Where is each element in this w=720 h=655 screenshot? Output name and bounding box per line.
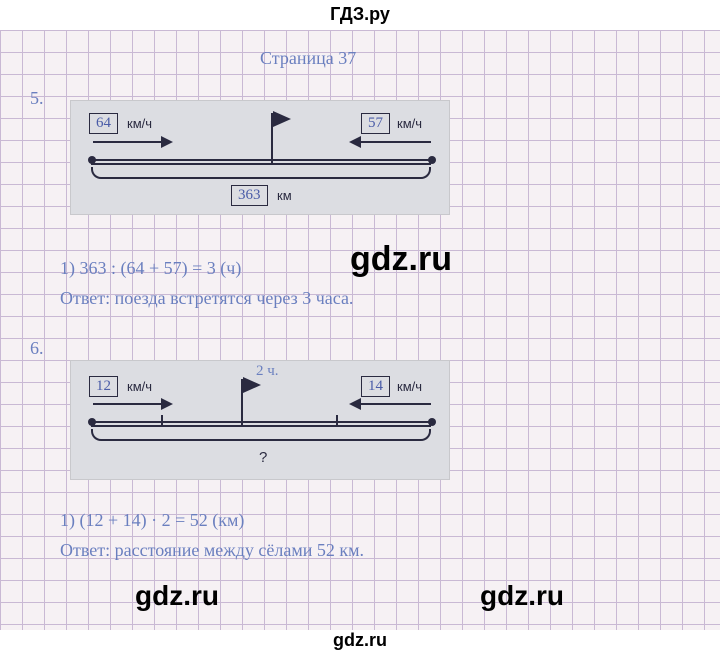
p6-left-arrow-line [93, 403, 163, 405]
p6-left-box: 12 [89, 376, 118, 397]
p6-dot-r [428, 418, 436, 426]
p5-left-arrow-head [161, 136, 173, 148]
watermark-3: gdz.ru [480, 580, 564, 612]
p5-left-unit: км/ч [127, 116, 152, 131]
p6-number: 6. [30, 338, 44, 359]
site-footer: gdz.ru [0, 630, 720, 651]
p6-right-arrow-head [349, 398, 361, 410]
p5-calc: 1) 363 : (64 + 57) = 3 (ч) [60, 258, 241, 279]
p5-number: 5. [30, 88, 44, 109]
p6-brace [91, 429, 431, 441]
p6-line2 [91, 425, 431, 427]
p5-left-box: 64 [89, 113, 118, 134]
p6-calc: 1) (12 + 14) · 2 = 52 (км) [60, 510, 244, 531]
p5-dot-r [428, 156, 436, 164]
p5-dot-l [88, 156, 96, 164]
p5-right-unit: км/ч [397, 116, 422, 131]
p6-dot-l [88, 418, 96, 426]
p5-diagram: 64 км/ч 57 км/ч 363 км [70, 100, 450, 215]
p5-right-arrow-head [349, 136, 361, 148]
watermark-2: gdz.ru [135, 580, 219, 612]
watermark-1: gdz.ru [350, 240, 452, 279]
p6-question: ? [259, 449, 267, 466]
p6-tick3 [336, 415, 338, 427]
site-header: ГДЗ.ру [0, 4, 720, 25]
p5-line2 [91, 163, 431, 165]
p5-tick-mid [271, 153, 273, 165]
p6-flag [243, 377, 261, 393]
p5-flag [273, 111, 291, 127]
p5-line [91, 159, 431, 161]
p5-dist-unit: км [277, 188, 292, 203]
p6-line [91, 421, 431, 423]
p6-right-unit: км/ч [397, 379, 422, 394]
p6-answer: Ответ: расстояние между сёлами 52 км. [60, 540, 364, 561]
p5-left-arrow-line [93, 141, 163, 143]
p5-answer: Ответ: поезда встретятся через 3 часа. [60, 288, 353, 309]
p6-right-box: 14 [361, 376, 390, 397]
page-title: Страница 37 [260, 48, 356, 69]
p6-left-unit: км/ч [127, 379, 152, 394]
p6-tick2 [241, 415, 243, 427]
p6-tick1 [161, 415, 163, 427]
p5-brace [91, 167, 431, 179]
p5-dist-box: 363 [231, 185, 268, 206]
p6-left-arrow-head [161, 398, 173, 410]
p6-right-arrow-line [361, 403, 431, 405]
p6-diagram: 12 км/ч 2 ч. 14 км/ч ? [70, 360, 450, 480]
p5-right-arrow-line [361, 141, 431, 143]
p5-right-box: 57 [361, 113, 390, 134]
